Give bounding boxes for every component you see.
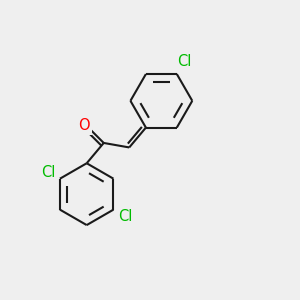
- Text: O: O: [79, 118, 90, 134]
- Text: Cl: Cl: [177, 54, 191, 69]
- Text: Cl: Cl: [41, 165, 56, 180]
- Text: Cl: Cl: [118, 209, 133, 224]
